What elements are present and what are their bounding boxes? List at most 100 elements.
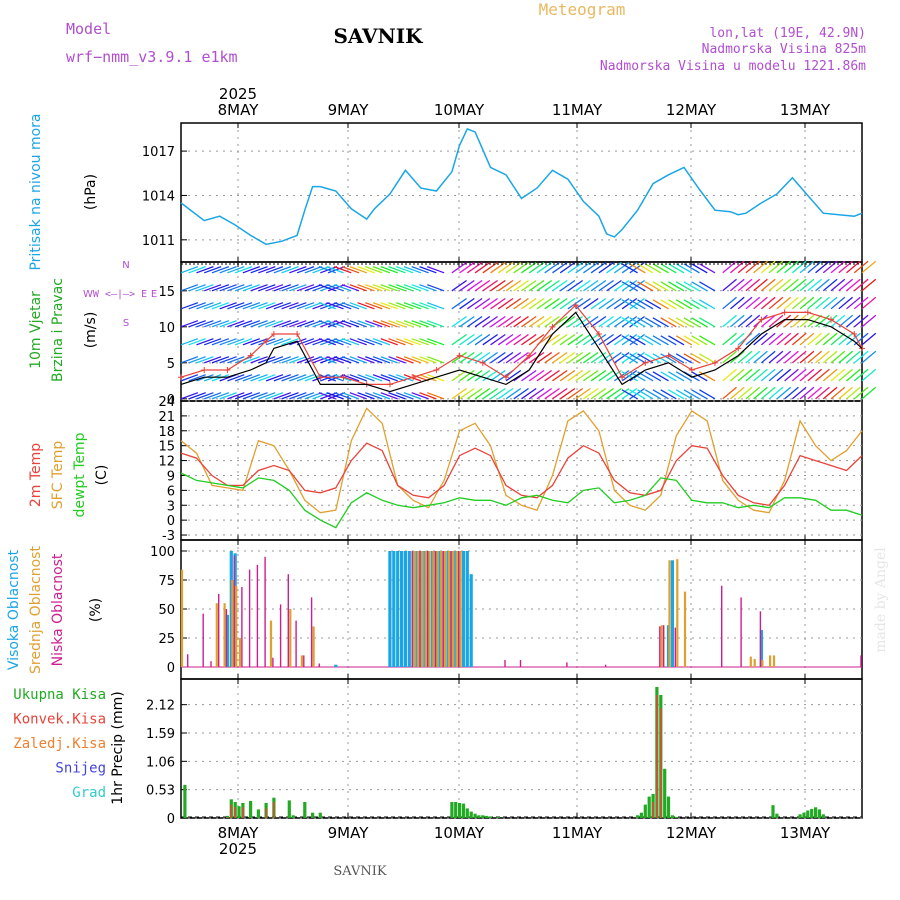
wind-barb	[768, 296, 784, 310]
wind-barb	[552, 387, 568, 400]
precip-total-bar	[450, 802, 454, 818]
wind-barb	[675, 263, 693, 274]
model-name: wrf−nmm_v3.9.1 e1km	[66, 48, 238, 66]
wind-barb	[497, 387, 514, 400]
precip-total-bar	[821, 814, 825, 818]
cloud-panel: 0 25 50 75 100 Visoka Oblacnost Srednja Oblacn…	[6, 539, 863, 680]
wind-barb	[737, 386, 753, 400]
wind-barb	[768, 260, 784, 274]
y-tick-label: 3	[167, 499, 175, 514]
wind-barb	[459, 261, 475, 274]
wind-barb	[497, 333, 514, 346]
wind-barb	[613, 297, 630, 310]
wind-barb	[388, 356, 406, 364]
wind-barb	[830, 332, 846, 346]
wind-barb	[838, 386, 854, 400]
precip-conv-bar	[660, 708, 662, 818]
wind-barb	[815, 260, 830, 274]
wind-barb	[675, 353, 693, 364]
wind-barb	[807, 296, 823, 310]
wind-barb	[273, 265, 292, 274]
wind-barb	[575, 261, 591, 274]
wind-barb	[289, 356, 307, 364]
precip-total-bar	[771, 805, 775, 818]
wind-barb	[357, 374, 375, 382]
wind-barb	[380, 338, 398, 346]
wind-barb	[482, 297, 498, 310]
wind-gust-marker	[642, 359, 649, 366]
wind-speed-line	[180, 311, 863, 393]
wind-gust-marker	[410, 374, 417, 381]
wind-barb	[211, 284, 230, 292]
wind-barb	[668, 335, 685, 346]
wind-barb	[660, 371, 677, 382]
wind-barb	[722, 332, 737, 346]
wind-barb	[349, 284, 367, 292]
wind-barb	[691, 335, 708, 346]
wind-barb	[513, 315, 529, 328]
wind-barb	[365, 265, 383, 274]
wind-barb	[791, 368, 807, 382]
wind-barb	[528, 369, 545, 382]
date-label-bottom: 10MAY	[434, 824, 485, 842]
wind-barb	[426, 265, 445, 274]
wind-barb	[466, 387, 483, 400]
wind-barb	[227, 302, 245, 310]
precip-total-bar	[814, 807, 818, 818]
wind-barb	[583, 387, 599, 400]
wind-barb	[334, 392, 352, 400]
wind-barb	[388, 338, 406, 346]
wind-barb	[326, 302, 344, 310]
cloud-high-bar	[400, 551, 404, 667]
wind-barb	[552, 351, 568, 364]
wind-barb	[250, 284, 268, 292]
wind-barb	[544, 279, 560, 292]
precip-total-bar	[496, 816, 500, 818]
wind-barb	[513, 279, 529, 292]
wind-barb	[730, 260, 745, 274]
cloud-mid-bar	[660, 625, 663, 667]
wind-barb	[629, 389, 646, 400]
wind-barb	[312, 265, 330, 274]
wind-barb	[242, 265, 261, 274]
wind-barb	[180, 320, 199, 328]
cloud-low-bar	[295, 620, 297, 667]
wind-barb	[459, 315, 475, 328]
wind-barb	[544, 369, 560, 382]
wind-barb	[326, 320, 344, 328]
cloud-high-bar	[465, 551, 469, 667]
wind-barb	[830, 314, 846, 328]
wind-barb	[853, 278, 869, 292]
wind-barb	[846, 368, 861, 382]
cloud-low-bar	[248, 569, 251, 667]
wind-barb	[846, 278, 861, 292]
wind-barb	[242, 320, 261, 328]
precip-total-bar	[256, 809, 260, 818]
date-label-top: 12MAY	[666, 101, 717, 119]
wind-barb	[784, 350, 799, 364]
wind-barb	[521, 333, 537, 346]
wind-barb	[760, 368, 776, 382]
wind-barb	[613, 351, 630, 364]
cloud-mid-bar	[668, 560, 671, 667]
precip-conv-bar	[230, 804, 233, 818]
wind-barb	[544, 351, 560, 364]
wind-barb	[815, 350, 830, 364]
wind-barb	[606, 351, 622, 364]
wind-barb	[590, 297, 607, 310]
wind-barb	[660, 299, 677, 310]
wind-barb	[644, 335, 662, 346]
wind-barb	[341, 265, 360, 274]
wind-barb	[745, 278, 761, 292]
wind-barb	[784, 278, 799, 292]
cloud-high-bar	[461, 551, 466, 667]
cloud-high-bar	[334, 664, 338, 667]
wind-barb	[296, 320, 315, 328]
wind-gust-marker	[386, 381, 393, 388]
wind-barb	[753, 278, 768, 292]
precip-total-bar	[454, 802, 458, 818]
wind-barb	[372, 284, 391, 292]
wind-barb	[567, 333, 584, 346]
wind-barb	[312, 320, 330, 328]
wind-barb	[675, 281, 693, 292]
